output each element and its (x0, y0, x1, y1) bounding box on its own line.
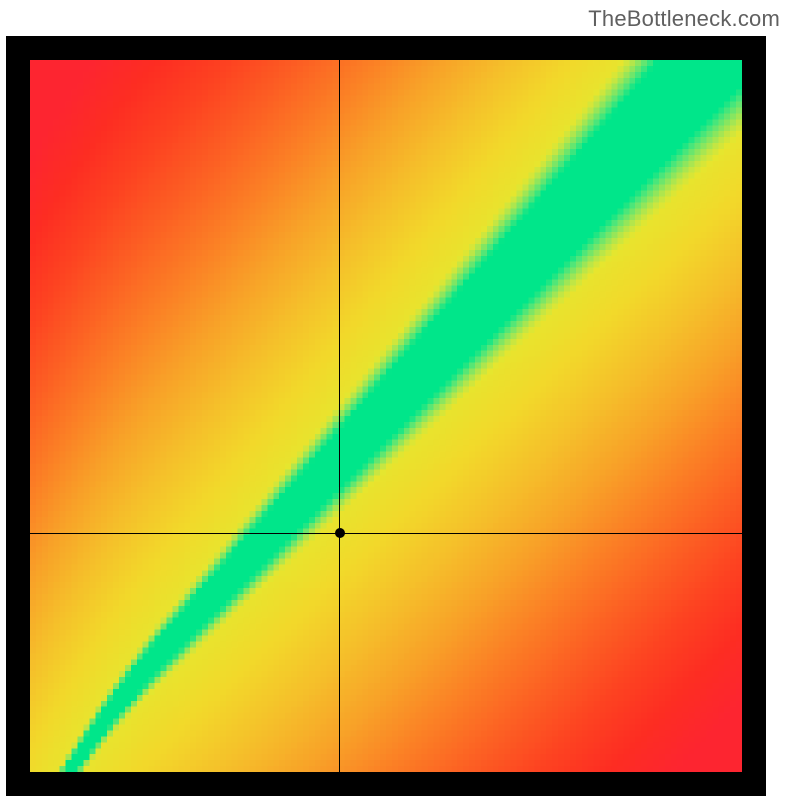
chart-stage: TheBottleneck.com (0, 0, 800, 800)
watermark-text: TheBottleneck.com (588, 6, 780, 32)
plot-border (6, 36, 766, 796)
